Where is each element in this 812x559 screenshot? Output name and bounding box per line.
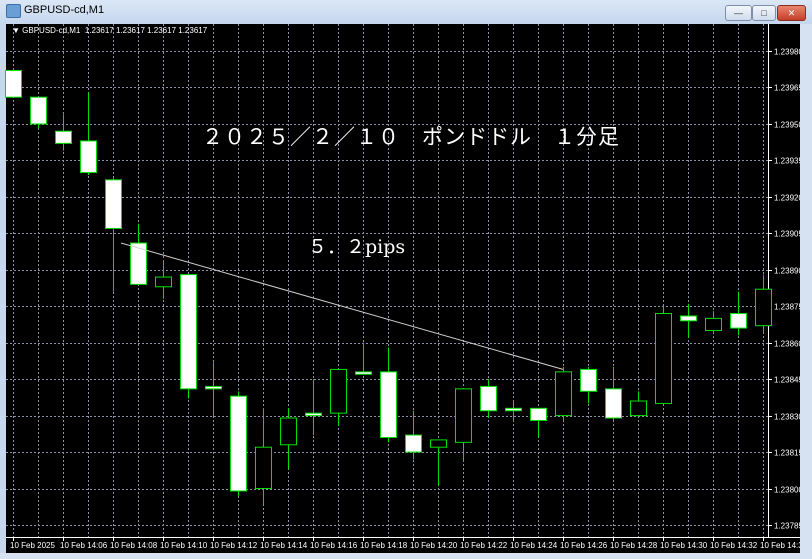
close-button[interactable]: ✕ bbox=[777, 5, 806, 21]
candle-bearish bbox=[230, 395, 247, 492]
minimize-button[interactable]: — bbox=[725, 5, 752, 21]
x-tick-label: 10 Feb 14:24 bbox=[510, 541, 558, 550]
candle-bearish bbox=[480, 385, 497, 412]
y-tick-label: 1.23845 bbox=[774, 376, 803, 385]
x-tick-label: 10 Feb 14:20 bbox=[410, 541, 458, 550]
y-tick-label: 1.23920 bbox=[774, 194, 803, 203]
y-tick-label: 1.23815 bbox=[774, 449, 803, 458]
candle-bearish bbox=[180, 274, 197, 390]
candle-bearish bbox=[5, 69, 22, 98]
candle-bullish bbox=[655, 313, 672, 404]
pips-annotation[interactable]: ５．２pips bbox=[308, 236, 406, 258]
candle-bullish bbox=[630, 400, 647, 417]
candle-bullish bbox=[255, 446, 272, 490]
candle-bearish bbox=[505, 407, 522, 412]
candle-bearish bbox=[680, 315, 697, 322]
x-tick-label: 10 Feb 14:34 bbox=[760, 541, 808, 550]
candle-bearish bbox=[105, 179, 122, 229]
window-title: GBPUSD-cd,M1 bbox=[24, 4, 105, 16]
x-tick-label: 10 Feb 14:28 bbox=[610, 541, 658, 550]
candle-bearish bbox=[205, 385, 222, 390]
candle-bullish bbox=[155, 276, 172, 288]
y-tick-label: 1.23950 bbox=[774, 121, 803, 130]
candle-bearish bbox=[355, 371, 372, 375]
candle-bullish bbox=[280, 417, 297, 446]
x-tick-label: 10 Feb 14:32 bbox=[710, 541, 758, 550]
candle-bearish bbox=[80, 140, 97, 174]
candle-bullish bbox=[330, 368, 347, 414]
y-tick-label: 1.23875 bbox=[774, 303, 803, 312]
candle-bearish bbox=[55, 130, 72, 144]
candle-bearish bbox=[30, 96, 47, 125]
candle-bullish bbox=[455, 388, 472, 443]
candle-bearish bbox=[580, 368, 597, 392]
x-tick-label: 10 Feb 14:22 bbox=[460, 541, 508, 550]
candle-bearish bbox=[130, 242, 147, 285]
candle-bearish bbox=[730, 313, 747, 329]
x-tick-label: 10 Feb 14:14 bbox=[260, 541, 308, 550]
chart-title-annotation[interactable]: ２０２５／２／１０ ポンドドル １分足 bbox=[202, 125, 620, 149]
y-tick-label: 1.23935 bbox=[774, 157, 803, 166]
x-tick-label: 10 Feb 14:16 bbox=[310, 541, 358, 550]
window-titlebar: GBPUSD-cd,M1 — □ ✕ bbox=[0, 0, 812, 23]
x-tick-label: 10 Feb 14:18 bbox=[360, 541, 408, 550]
y-tick-label: 1.23965 bbox=[774, 84, 803, 93]
x-tick-label: 10 Feb 14:10 bbox=[160, 541, 208, 550]
candle-bearish bbox=[405, 434, 422, 453]
candle-bullish bbox=[430, 439, 447, 448]
y-tick-label: 1.23800 bbox=[774, 486, 803, 495]
y-tick-label: 1.23830 bbox=[774, 413, 803, 422]
y-tick-label: 1.23860 bbox=[774, 340, 803, 349]
x-tick-label: 10 Feb 14:08 bbox=[110, 541, 158, 550]
y-tick-label: 1.23905 bbox=[774, 230, 803, 239]
candle-bearish bbox=[380, 371, 397, 438]
x-tick-label: 10 Feb 14:30 bbox=[660, 541, 708, 550]
x-tick-label: 10 Feb 14:26 bbox=[560, 541, 608, 550]
y-tick-label: 1.23890 bbox=[774, 267, 803, 276]
header-symbol: GBPUSD-cd,M1 bbox=[22, 26, 81, 35]
window-border-right bbox=[800, 24, 812, 559]
header-dropdown-icon[interactable]: ▼ bbox=[12, 26, 23, 35]
candle-bullish bbox=[755, 288, 772, 327]
header-ohlc: 1.23617 1.23617 1.23617 1.23617 bbox=[84, 26, 208, 35]
trendline bbox=[120, 242, 564, 370]
candle-bullish bbox=[705, 317, 722, 332]
x-tick-label: 10 Feb 14:12 bbox=[210, 541, 258, 550]
y-tick-label: 1.23980 bbox=[774, 48, 803, 57]
window-border-bottom bbox=[0, 553, 812, 559]
maximize-button[interactable]: □ bbox=[752, 5, 776, 21]
y-tick-label: 1.23785 bbox=[774, 522, 803, 531]
candle-bearish bbox=[530, 407, 547, 421]
x-tick-label: 10 Feb 14:06 bbox=[60, 541, 108, 550]
candle-bearish bbox=[605, 388, 622, 419]
candle-bullish bbox=[555, 371, 572, 417]
chart-window-icon bbox=[6, 4, 21, 18]
chart-header: ▼ GBPUSD-cd,M1 1.23617 1.23617 1.23617 1… bbox=[12, 26, 207, 35]
x-tick-label: 10 Feb 2025 bbox=[10, 541, 55, 550]
candle-bearish bbox=[305, 412, 322, 417]
